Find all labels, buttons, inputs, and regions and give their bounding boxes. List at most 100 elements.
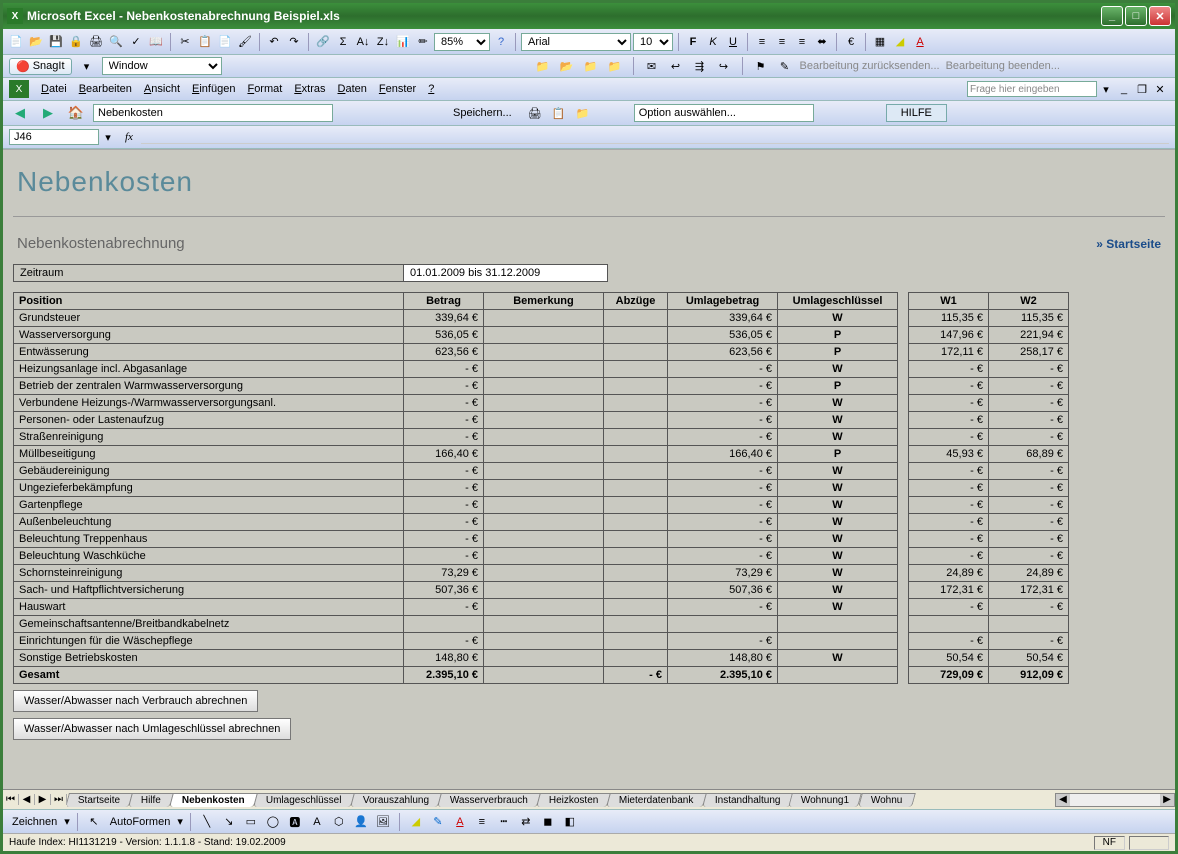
menu-fenster[interactable]: Fenster — [373, 81, 422, 97]
font-name-combo[interactable]: Arial — [521, 33, 631, 51]
table-row[interactable]: Hauswart- €- €W- €- € — [14, 599, 1069, 616]
table-row[interactable]: Gemeinschaftsantenne/Breitbandkabelnetz — [14, 616, 1069, 633]
sheet-tab-instandhaltung[interactable]: Instandhaltung — [702, 793, 793, 807]
save-icon[interactable]: 💾 — [47, 33, 65, 51]
menu-einfügen[interactable]: Einfügen — [186, 81, 241, 97]
undo-icon[interactable]: ↶ — [265, 33, 283, 51]
restore-window-icon[interactable]: _ — [1115, 80, 1133, 98]
print-icon[interactable]: 🖨 — [87, 33, 105, 51]
mdi-close-icon[interactable]: ✕ — [1151, 80, 1169, 98]
table-row[interactable]: Beleuchtung Treppenhaus- €- €W- €- € — [14, 531, 1069, 548]
period-value[interactable]: 01.01.2009 bis 31.12.2009 — [403, 264, 608, 282]
help-icon[interactable]: ? — [492, 33, 510, 51]
menu-extras[interactable]: Extras — [288, 81, 331, 97]
drawing-icon[interactable]: ✏ — [414, 33, 432, 51]
table-row[interactable]: Entwässerung623,56 €623,56 €P172,11 €258… — [14, 344, 1069, 361]
currency-icon[interactable]: € — [842, 33, 860, 51]
autosum-icon[interactable]: Σ — [334, 33, 352, 51]
help-dropdown-icon[interactable]: ▾ — [1097, 80, 1115, 98]
calc-by-key-button[interactable]: Wasser/Abwasser nach Umlageschlüssel abr… — [13, 718, 291, 740]
table-row[interactable]: Straßenreinigung- €- €W- €- € — [14, 429, 1069, 446]
underline-icon[interactable]: U — [724, 33, 742, 51]
horizontal-scrollbar[interactable]: ◀ ▶ — [1055, 793, 1175, 807]
fx-icon[interactable]: fx — [125, 131, 133, 143]
save-copy-icon[interactable]: 📋 — [550, 104, 568, 122]
edit-icon[interactable]: ✎ — [776, 57, 794, 75]
copy-icon[interactable]: 📋 — [196, 33, 214, 51]
arrow-style-icon[interactable]: ⇄ — [517, 813, 535, 831]
reply-icon[interactable]: ↩ — [667, 57, 685, 75]
table-row[interactable]: Außenbeleuchtung- €- €W- €- € — [14, 514, 1069, 531]
tab-next-icon[interactable]: ▶ — [35, 794, 51, 805]
forward-icon[interactable]: ↪ — [715, 57, 733, 75]
formula-input[interactable] — [141, 130, 1169, 144]
table-row[interactable]: Müllbeseitigung166,40 €166,40 €P45,93 €6… — [14, 446, 1069, 463]
chart-icon[interactable]: 📊 — [394, 33, 412, 51]
table-row[interactable]: Einrichtungen für die Wäschepflege- €- €… — [14, 633, 1069, 650]
table-row[interactable]: Sonstige Betriebskosten148,80 €148,80 €W… — [14, 650, 1069, 667]
save-print-icon[interactable]: 🖨 — [526, 104, 544, 122]
3d-icon[interactable]: ◧ — [561, 813, 579, 831]
folder-icon[interactable]: 📁 — [582, 57, 600, 75]
option-select[interactable] — [634, 104, 814, 122]
nav-home-icon[interactable]: 🏠 — [65, 103, 87, 123]
table-row[interactable]: Personen- oder Lastenaufzug- €- €W- €- € — [14, 412, 1069, 429]
wordart-icon[interactable]: A — [308, 813, 326, 831]
tab-prev-icon[interactable]: ◀ — [19, 794, 35, 805]
sheet-tab-heizkosten[interactable]: Heizkosten — [536, 793, 611, 807]
close-button[interactable]: ✕ — [1149, 6, 1171, 26]
menu-ansicht[interactable]: Ansicht — [138, 81, 186, 97]
nav-back-icon[interactable]: ◀ — [9, 103, 31, 123]
calc-by-usage-button[interactable]: Wasser/Abwasser nach Verbrauch abrechnen — [13, 690, 258, 712]
table-row[interactable]: Betrieb der zentralen Warmwasserversorgu… — [14, 378, 1069, 395]
diagram-icon[interactable]: ⬡ — [330, 813, 348, 831]
table-row[interactable]: Schornsteinreinigung73,29 €73,29 €W24,89… — [14, 565, 1069, 582]
italic-icon[interactable]: K — [704, 33, 722, 51]
research-icon[interactable]: 📖 — [147, 33, 165, 51]
shadow-icon[interactable]: ◼ — [539, 813, 557, 831]
sheet-tab-hilfe[interactable]: Hilfe — [128, 793, 174, 807]
review-return-link[interactable]: Bearbeitung zurücksenden... — [800, 60, 940, 72]
sheet-tab-umlageschlüssel[interactable]: Umlageschlüssel — [253, 793, 354, 807]
tab-last-icon[interactable]: ⏭ — [51, 794, 67, 805]
save-folder-icon[interactable]: 📁 — [574, 104, 592, 122]
sheet-tab-nebenkosten[interactable]: Nebenkosten — [169, 793, 258, 807]
fill-color-icon[interactable]: ◢ — [891, 33, 909, 51]
bold-icon[interactable]: F — [684, 33, 702, 51]
sheet-tab-wohnung1[interactable]: Wohnung1 — [789, 793, 863, 807]
fill-color-icon-2[interactable]: ◢ — [407, 813, 425, 831]
clipart-icon[interactable]: 👤 — [352, 813, 370, 831]
folder-new-icon[interactable]: 📁 — [534, 57, 552, 75]
font-color-icon-2[interactable]: A — [451, 813, 469, 831]
start-link[interactable]: » Startseite — [1096, 237, 1161, 251]
tab-first-icon[interactable]: ⏮ — [3, 794, 19, 805]
help-button[interactable]: HILFE — [886, 104, 947, 122]
merge-icon[interactable]: ⬌ — [813, 33, 831, 51]
hyperlink-icon[interactable]: 🔗 — [314, 33, 332, 51]
scroll-right-icon[interactable]: ▶ — [1160, 794, 1174, 806]
save-label-button[interactable]: Speichern... — [445, 105, 520, 121]
arrow-icon[interactable]: ↘ — [220, 813, 238, 831]
rectangle-icon[interactable]: ▭ — [242, 813, 260, 831]
table-row[interactable]: Gebäudereinigung- €- €W- €- € — [14, 463, 1069, 480]
worksheet-area[interactable]: Nebenkosten Nebenkostenabrechnung » Star… — [3, 149, 1175, 789]
menu-?[interactable]: ? — [422, 81, 440, 97]
redo-icon[interactable]: ↷ — [285, 33, 303, 51]
snagit-scope-combo[interactable]: Window — [102, 57, 222, 75]
line-icon[interactable]: ╲ — [198, 813, 216, 831]
table-row[interactable]: Ungezieferbekämpfung- €- €W- €- € — [14, 480, 1069, 497]
open-icon[interactable]: 📂 — [27, 33, 45, 51]
sheet-tab-startseite[interactable]: Startseite — [67, 793, 133, 807]
format-painter-icon[interactable]: 🖌 — [236, 33, 254, 51]
snagit-button[interactable]: 🔴 SnagIt — [9, 58, 72, 75]
sort-asc-icon[interactable]: A↓ — [354, 33, 372, 51]
textbox-icon[interactable]: 🅰 — [286, 813, 304, 831]
nav-forward-icon[interactable]: ▶ — [37, 103, 59, 123]
new-icon[interactable]: 📄 — [7, 33, 25, 51]
align-left-icon[interactable]: ≡ — [753, 33, 771, 51]
folder-icon-2[interactable]: 📁 — [606, 57, 624, 75]
picture-icon[interactable]: 🖼 — [374, 813, 392, 831]
reply-all-icon[interactable]: ⇶ — [691, 57, 709, 75]
help-search-input[interactable] — [967, 81, 1097, 97]
review-end-link[interactable]: Bearbeitung beenden... — [946, 60, 1060, 72]
